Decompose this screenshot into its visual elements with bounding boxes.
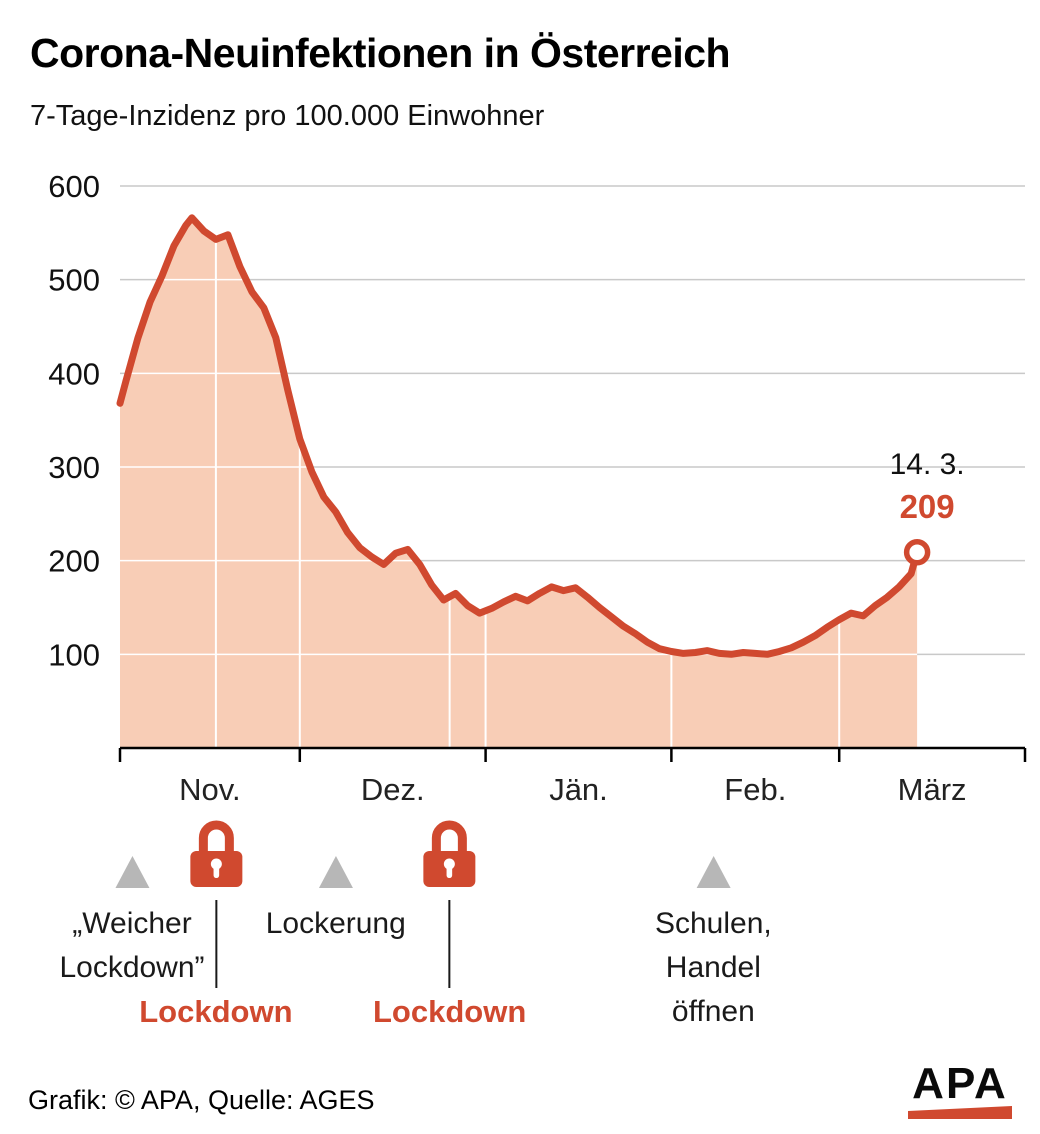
padlock-icon (423, 820, 476, 887)
connector-line (214, 900, 217, 988)
triangle-marker-icon (114, 856, 149, 888)
timeline-event: „Weicher Lockdown” (59, 810, 205, 990)
chart-subtitle: 7-Tage-Inzidenz pro 100.000 Einwohner (30, 100, 545, 132)
apa-logo-text: APA (912, 1059, 1008, 1108)
endpoint-date-label: 14. 3. (889, 448, 965, 482)
triangle-marker-icon (696, 856, 731, 888)
month-label: Nov. (179, 772, 240, 807)
event-icon-slot (187, 810, 245, 890)
y-tick-label: 400 (48, 356, 100, 391)
apa-logo: APA (908, 1062, 1012, 1120)
event-label: Lockerung (266, 902, 406, 946)
month-label: Feb. (724, 772, 786, 807)
timeline-event: Lockerung (266, 810, 406, 946)
padlock-icon (189, 820, 242, 887)
y-tick-label: 100 (48, 637, 100, 672)
y-tick-label: 300 (48, 450, 100, 485)
event-label: Schulen, Handel öffnen (655, 902, 772, 1034)
apa-logo-red-swoosh-icon (908, 1106, 1012, 1119)
credit-line: Grafik: © APA, Quelle: AGES (28, 1085, 375, 1115)
event-icon-slot (318, 810, 353, 890)
month-label: März (898, 772, 967, 807)
incidence-line (116, 214, 921, 658)
footer: Grafik: © APA, Quelle: AGES APA (28, 1062, 1012, 1120)
y-tick-label: 600 (48, 169, 100, 204)
month-label: Dez. (361, 772, 425, 807)
event-label-line: „Weicher (72, 907, 192, 940)
event-icon-slot (114, 810, 149, 890)
connector-line (448, 900, 451, 988)
lockdown-event: Lockdown (373, 810, 526, 1030)
lockdown-event: Lockdown (139, 810, 293, 1030)
lockdown-label: Lockdown (139, 994, 293, 1029)
y-tick-label: 500 (48, 263, 100, 298)
endpoint-marker (903, 538, 931, 566)
area-fill (120, 217, 918, 749)
lockdown-label: Lockdown (372, 994, 527, 1029)
chart-title: Corona-Neuinfektionen in Österreich (30, 30, 731, 76)
event-label-line: Handel (665, 951, 761, 984)
event-label: „Weicher Lockdown” (59, 902, 204, 990)
event-icon-slot (696, 810, 731, 890)
event-label-line: Lockerung (265, 907, 406, 940)
event-label-line: öffnen (671, 995, 755, 1028)
event-icon-slot (421, 810, 479, 890)
timeline-events: „Weicher Lockdown” Lockdown Lockerung (0, 810, 1040, 1070)
event-label-line: Lockdown” (59, 951, 205, 984)
timeline-event: Schulen, Handel öffnen (655, 810, 772, 1034)
triangle-marker-icon (318, 856, 353, 888)
y-tick-label: 200 (48, 544, 100, 579)
incidence-area-chart: Nov. Dez. Jän. Feb. März 100 200 300 400 500 600 (48, 169, 1027, 807)
month-label: Jän. (549, 772, 608, 807)
endpoint-value-label: 209 (899, 488, 955, 526)
event-label-line: Schulen, (654, 907, 772, 940)
